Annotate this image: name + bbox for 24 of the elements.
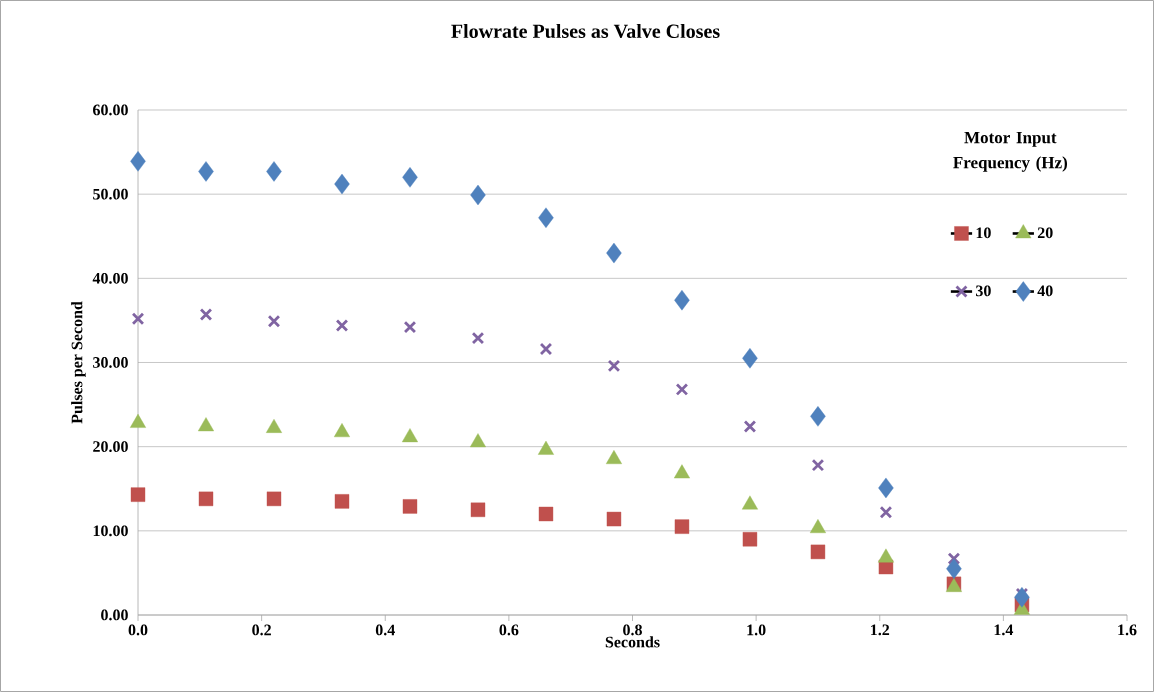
legend-label: 10: [976, 227, 991, 239]
x-tick-label: 0.6: [499, 624, 519, 636]
y-tick-label: 40.00: [92, 272, 128, 284]
y-axis-title: Pulses per Second: [71, 301, 86, 424]
chart-title: Flowrate Pulses as Valve Closes: [451, 23, 720, 39]
legend-label: 40: [1037, 285, 1053, 297]
x-tick-label: 1.2: [871, 624, 890, 636]
x-tick-label: 0.4: [375, 624, 395, 636]
y-tick-label: 0.00: [101, 609, 128, 621]
x-tick-label: 0.0: [128, 624, 148, 636]
x-tick-label: 0.2: [252, 624, 271, 636]
x-axis-title: Seconds: [605, 636, 660, 648]
y-tick-label: 10.00: [93, 525, 128, 537]
x-tick-label: 1.6: [1118, 624, 1137, 636]
legend-label: 30: [976, 285, 991, 297]
x-tick-label: 0.8: [623, 624, 642, 636]
y-tick-label: 30.00: [93, 357, 128, 368]
legend-title: Motor Input Frequency (Hz): [953, 132, 1068, 172]
y-tick-label: 60.00: [93, 104, 128, 116]
x-tick-label: 1.4: [994, 624, 1014, 636]
legend-label: 20: [1037, 227, 1053, 239]
y-tick-label: 50.00: [93, 188, 128, 200]
x-tick-label: 1.0: [747, 624, 766, 636]
y-tick-label: 20.00: [93, 441, 128, 453]
